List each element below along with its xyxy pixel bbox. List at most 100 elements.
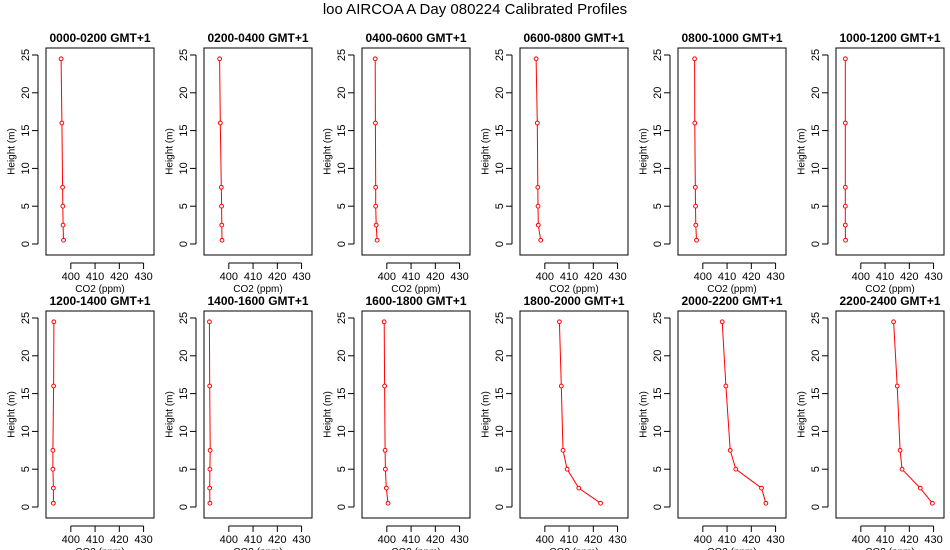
y-tick-label: 25 [652, 312, 664, 324]
panel-title: 0600-0800 GMT+1 [523, 31, 624, 45]
y-tick-label: 20 [810, 87, 822, 99]
page-title: loo AIRCOA A Day 080224 Calibrated Profi… [322, 1, 628, 18]
x-axis-label: CO2 (ppm) [865, 284, 914, 295]
plot-frame [677, 47, 787, 256]
y-tick-label: 25 [336, 49, 348, 61]
x-axis-label: CO2 (ppm) [707, 284, 756, 295]
x-tick-label: 410 [560, 271, 578, 283]
profile-point [535, 184, 541, 190]
profile-point [598, 500, 603, 506]
panel-title: 2000-2200 GMT+1 [681, 294, 782, 308]
x-axis-label: CO2 (ppm) [391, 284, 440, 295]
y-tick-label: 10 [336, 162, 348, 174]
x-tick-label: 430 [924, 271, 942, 283]
y-tick-label: 15 [20, 387, 32, 399]
panel-title: 1000-1200 GMT+1 [839, 31, 940, 45]
profile-point [51, 383, 57, 389]
x-tick-label: 400 [852, 271, 870, 283]
profile-point [719, 319, 725, 325]
y-tick-label: 0 [652, 241, 664, 247]
x-tick-label: 420 [110, 534, 128, 546]
x-tick-label: 430 [924, 534, 942, 546]
x-tick-label: 430 [608, 534, 626, 546]
y-tick-label: 20 [178, 350, 190, 362]
profile-line [383, 321, 389, 504]
profile-point [374, 237, 380, 243]
profile-point [535, 203, 541, 209]
profile-point [61, 237, 66, 243]
y-tick-label: 25 [494, 49, 506, 61]
profile-point [917, 485, 923, 491]
profile-point [207, 466, 213, 472]
profile-point [692, 120, 698, 126]
profile-point [535, 222, 541, 228]
x-axis-label: CO2 (ppm) [707, 547, 756, 550]
y-tick-label: 20 [652, 350, 664, 362]
profile-point [207, 319, 212, 325]
plot-frame [519, 310, 629, 519]
plot-frame [203, 310, 313, 519]
x-tick-label: 420 [426, 534, 444, 546]
profile-point [564, 466, 570, 472]
y-axis-label: Height (m) [481, 391, 492, 438]
y-axis-label: Height (m) [323, 128, 334, 175]
plot-frame [835, 310, 945, 519]
panel-title: 1400-1600 GMT+1 [207, 294, 308, 308]
x-tick-label: 400 [536, 271, 554, 283]
profile-point [723, 383, 729, 389]
profile-line [558, 321, 601, 504]
y-tick-label: 20 [336, 350, 348, 362]
y-tick-label: 15 [178, 124, 190, 136]
profile-point [59, 120, 65, 126]
y-tick-label: 5 [810, 203, 822, 209]
x-tick-label: 400 [694, 271, 712, 283]
x-axis-label: CO2 (ppm) [391, 547, 440, 550]
profile-point [694, 237, 699, 243]
x-axis-label: CO2 (ppm) [75, 284, 124, 295]
profile-point [556, 319, 562, 325]
y-tick-label: 5 [652, 203, 664, 209]
profile-point [692, 56, 697, 62]
x-tick-label: 420 [742, 534, 760, 546]
profile-point [560, 447, 566, 453]
y-tick-label: 20 [494, 350, 506, 362]
profile-line [219, 58, 223, 241]
x-tick-label: 410 [876, 271, 894, 283]
profile-point [383, 485, 389, 491]
profile-point [51, 319, 57, 325]
y-tick-label: 25 [336, 312, 348, 324]
x-tick-label: 400 [220, 534, 238, 546]
y-tick-label: 25 [494, 312, 506, 324]
y-axis-label: Height (m) [639, 128, 650, 175]
y-tick-label: 10 [178, 425, 190, 437]
y-tick-label: 15 [494, 387, 506, 399]
x-axis-label: CO2 (ppm) [233, 547, 282, 550]
plot-frame [361, 310, 471, 519]
x-axis-label: CO2 (ppm) [865, 547, 914, 550]
panel-title: 0000-0200 GMT+1 [49, 31, 150, 45]
y-tick-label: 15 [494, 124, 506, 136]
profile-point [843, 237, 848, 243]
x-tick-label: 430 [766, 271, 784, 283]
profile-point [373, 120, 378, 126]
y-axis-label: Height (m) [323, 391, 334, 438]
profile-point [60, 222, 66, 228]
profile-point [538, 237, 544, 243]
profile-point [373, 222, 379, 228]
panel-title: 1600-1800 GMT+1 [365, 294, 466, 308]
profile-point [763, 500, 769, 506]
y-tick-label: 0 [336, 241, 348, 247]
y-tick-label: 0 [652, 504, 664, 510]
x-tick-label: 410 [718, 271, 736, 283]
x-tick-label: 430 [134, 534, 152, 546]
y-tick-label: 0 [20, 504, 32, 510]
y-axis-label: Height (m) [481, 128, 492, 175]
profile-point [929, 500, 935, 506]
y-tick-label: 15 [336, 124, 348, 136]
profile-point [60, 184, 65, 190]
y-tick-label: 0 [178, 504, 190, 510]
profile-line [535, 58, 542, 241]
y-axis-label: Height (m) [165, 128, 176, 175]
x-tick-label: 420 [584, 271, 602, 283]
profile-point [733, 466, 739, 472]
